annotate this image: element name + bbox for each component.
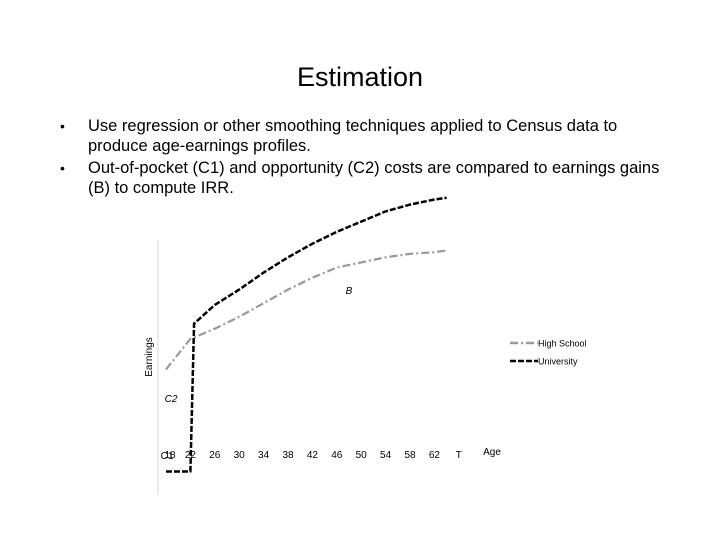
series-line-university [166,196,447,473]
x-axis-label: Age [483,447,501,458]
bullet-list: • Use regression or other smoothing tech… [60,116,680,200]
x-tick-label: 18 [164,450,176,461]
legend-label: University [538,357,578,367]
x-tick-label: 30 [234,450,246,461]
bullet-text: Out-of-pocket (C1) and opportunity (C2) … [88,159,660,197]
bullet-icon: • [60,118,65,134]
c2-label: C2 [165,394,178,405]
x-tick-label: 22 [185,450,197,461]
benefit-label: B [346,286,353,297]
y-axis-label: Earnings [144,337,155,376]
x-tick-label: 26 [209,450,221,461]
x-tick-label: 58 [404,450,416,461]
slide-title: Estimation [296,62,424,92]
x-tick-label: T [456,450,462,461]
c1-label: C1 [161,451,174,462]
bullet-text: Use regression or other smoothing techni… [88,117,618,155]
x-tick-label: 54 [380,450,392,461]
series-line-high-school [165,249,447,371]
x-tick-label: 62 [429,450,441,461]
bullet-item: • Use regression or other smoothing tech… [60,116,680,156]
bullet-icon: • [60,160,65,176]
x-tick-label: 38 [282,450,294,461]
x-tick-label: 42 [307,450,319,461]
x-tick-label: 34 [258,450,270,461]
x-tick-label: 50 [356,450,368,461]
legend-label: High School [538,339,587,349]
x-tick-label: 46 [331,450,343,461]
bullet-item: • Out-of-pocket (C1) and opportunity (C2… [60,158,680,198]
